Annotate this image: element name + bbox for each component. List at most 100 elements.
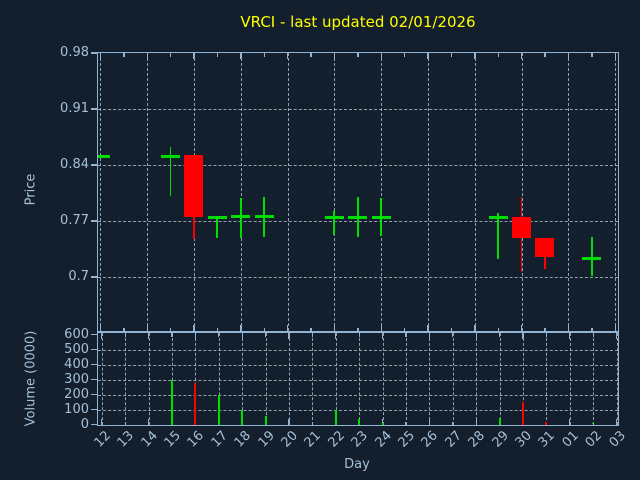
volume-top-tick [405, 333, 407, 337]
price-y-tick [91, 52, 97, 54]
price-vgridline [427, 53, 429, 331]
volume-y-tick [91, 408, 97, 411]
price-top-tick [474, 53, 476, 59]
price-bottom-tick [333, 325, 336, 331]
volume-top-tick [147, 333, 150, 339]
volume-vgridline [265, 333, 267, 425]
price-y-tick [91, 220, 97, 222]
volume-y-tick [91, 348, 97, 351]
price-top-tick [567, 53, 570, 59]
volume-y-tick [91, 333, 97, 336]
price-bottom-tick [544, 327, 546, 331]
price-top-tick [193, 53, 195, 59]
volume-y-tick [91, 363, 97, 366]
volume-bottom-tick [475, 419, 477, 425]
volume-bottom-tick [405, 421, 407, 425]
volume-bar [545, 422, 548, 425]
price-vgridline [147, 53, 149, 331]
volume-vgridline [172, 333, 173, 425]
volume-bar [171, 379, 173, 425]
volume-top-tick [569, 333, 571, 339]
price-vgridline [287, 53, 289, 331]
price-y-tick [91, 276, 97, 278]
price-vgridline [474, 53, 476, 331]
price-bottom-tick [146, 325, 148, 331]
volume-top-tick [475, 333, 477, 339]
price-bottom-tick [263, 327, 265, 331]
volume-top-tick [171, 333, 173, 337]
price-tick-label: 0.7 [68, 269, 89, 284]
price-bottom-tick [521, 325, 523, 331]
price-bottom-tick [357, 327, 359, 331]
price-top-tick [544, 53, 546, 57]
volume-vgridline [593, 333, 595, 425]
volume-vgridline [476, 333, 478, 425]
volume-bottom-tick [452, 421, 454, 425]
candle-wick [497, 212, 499, 259]
price-top-tick [521, 53, 523, 59]
price-top-tick [427, 53, 429, 59]
volume-bar [241, 409, 244, 425]
volume-top-tick [335, 333, 337, 339]
volume-top-tick [522, 333, 524, 339]
volume-bottom-tick [288, 419, 290, 425]
price-vgridline [240, 53, 242, 331]
volume-bottom-tick [311, 421, 314, 425]
volume-vgridline [242, 333, 244, 425]
volume-bottom-tick [101, 419, 103, 425]
volume-bottom-tick [147, 419, 150, 425]
candle-body [324, 215, 344, 219]
volume-bar [522, 402, 524, 425]
volume-vgridline [335, 333, 337, 425]
volume-top-tick [264, 333, 267, 337]
price-bottom-tick [404, 327, 406, 331]
volume-bar [194, 382, 197, 425]
candle-body [184, 154, 204, 218]
volume-panel [97, 333, 619, 426]
price-y-tick [91, 108, 97, 110]
price-tick-label: 0.98 [60, 45, 89, 60]
volume-tick-label: 200 [64, 386, 89, 402]
candle-body [161, 155, 180, 158]
price-tick-label: 0.84 [60, 157, 89, 172]
price-bottom-tick [240, 325, 242, 331]
volume-vgridline [616, 333, 618, 425]
price-vgridline [615, 53, 617, 331]
price-top-tick [146, 53, 148, 59]
volume-vgridline [125, 333, 127, 425]
price-bottom-tick [427, 325, 429, 331]
candle-wick [239, 198, 242, 239]
volume-top-tick [428, 333, 431, 339]
price-vgridline [100, 53, 102, 331]
price-top-tick [591, 53, 593, 57]
price-bottom-tick [380, 325, 382, 331]
candle-body [231, 215, 251, 218]
price-bottom-tick [497, 327, 499, 331]
price-bottom-tick [216, 327, 219, 331]
volume-vgridline [523, 333, 524, 425]
candle-body [488, 215, 508, 219]
price-top-tick [216, 53, 219, 57]
candle-body [371, 215, 391, 219]
volume-top-tick [452, 333, 454, 337]
volume-vgridline [406, 333, 407, 425]
volume-bar [381, 423, 384, 425]
price-y-tick [91, 164, 97, 166]
volume-bottom-tick [381, 419, 384, 425]
price-bottom-tick [99, 325, 102, 331]
volume-vgridline [499, 333, 501, 425]
candle-wick [216, 217, 219, 239]
volume-y-tick [91, 378, 97, 381]
price-top-tick [404, 53, 406, 57]
price-top-tick [287, 53, 289, 59]
volume-vgridline [312, 333, 314, 425]
volume-vgridline [289, 333, 290, 425]
price-top-tick [614, 53, 616, 59]
volume-bar [217, 394, 220, 425]
price-gridline [98, 108, 618, 110]
volume-gridline [98, 349, 618, 351]
candle-wick [169, 146, 172, 197]
volume-tick-label: 100 [64, 401, 89, 417]
volume-bottom-tick [569, 419, 571, 425]
